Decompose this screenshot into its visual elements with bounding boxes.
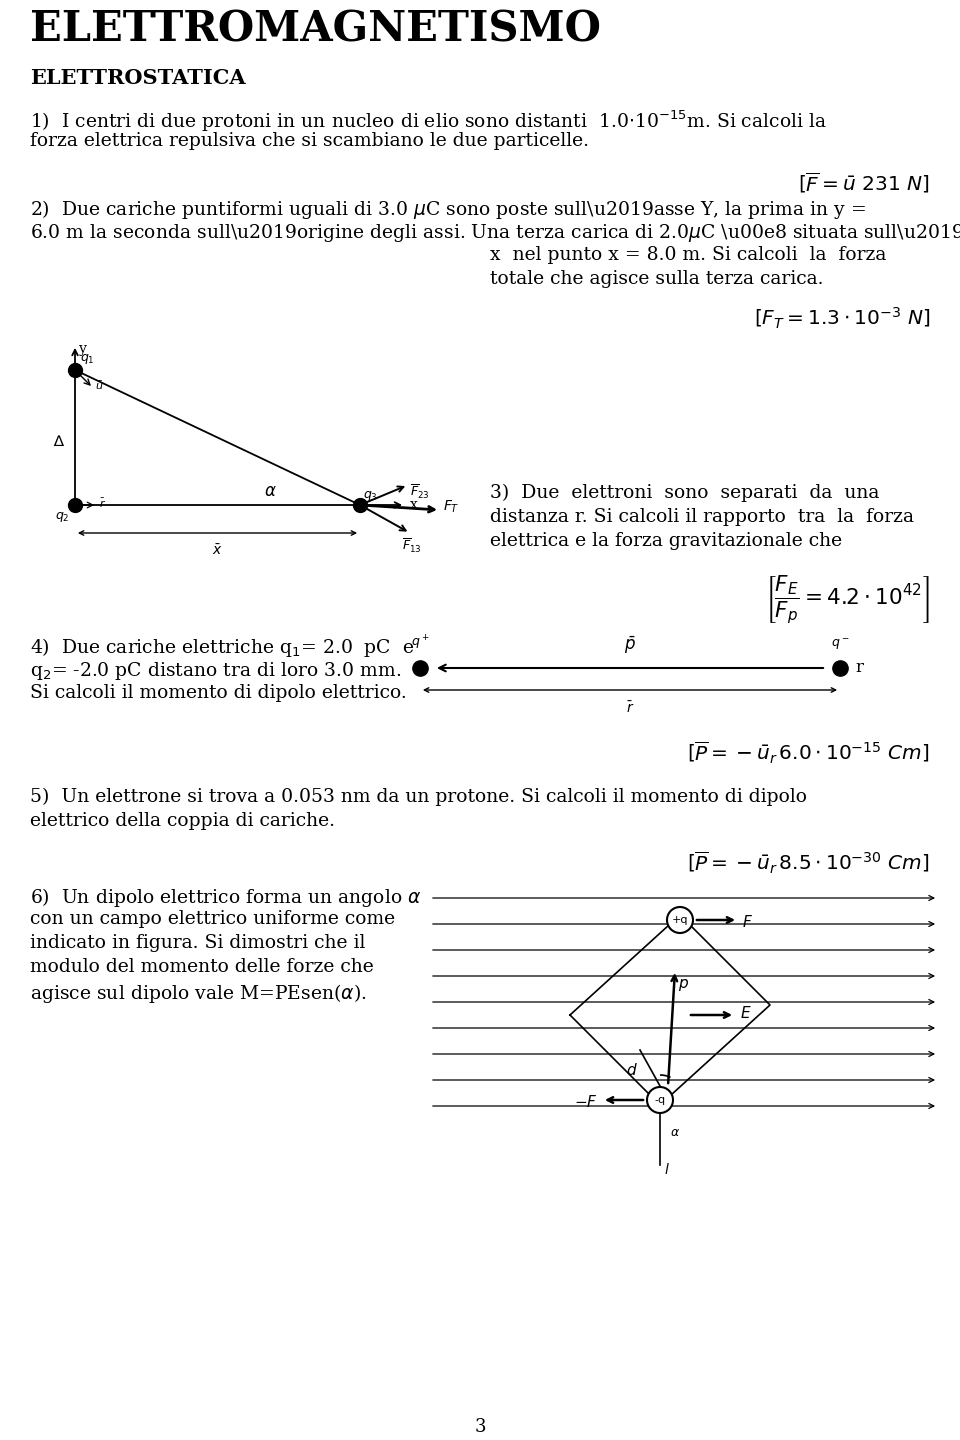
Text: $[\overline{P} = -\bar{u}_r\,6.0 \cdot 10^{-15}\ Cm]$: $[\overline{P} = -\bar{u}_r\,6.0 \cdot 1… — [687, 740, 930, 766]
Text: 2)  Due cariche puntiformi uguali di 3.0 $\mu$C sono poste sull\u2019asse Y, la : 2) Due cariche puntiformi uguali di 3.0 … — [30, 197, 866, 220]
Text: 1)  I centri di due protoni in un nucleo di elio sono distanti  1.0$\cdot$10$^{-: 1) I centri di due protoni in un nucleo … — [30, 108, 827, 134]
Text: con un campo elettrico uniforme come: con un campo elettrico uniforme come — [30, 910, 396, 927]
Text: ELETTROMAGNETISMO: ELETTROMAGNETISMO — [30, 9, 601, 50]
Text: elettrica e la forza gravitazionale che: elettrica e la forza gravitazionale che — [490, 531, 842, 550]
Text: $\alpha$: $\alpha$ — [264, 482, 276, 500]
Text: $q^+$: $q^+$ — [411, 634, 429, 652]
Text: r: r — [855, 660, 863, 677]
Text: +q: +q — [672, 914, 688, 924]
Text: 3)  Due  elettroni  sono  separati  da  una: 3) Due elettroni sono separati da una — [490, 484, 879, 503]
Text: $\alpha$: $\alpha$ — [670, 1126, 680, 1139]
Text: $[\overline{F} = \bar{u}\ 231\ N]$: $[\overline{F} = \bar{u}\ 231\ N]$ — [799, 170, 930, 194]
Text: $q_1$: $q_1$ — [80, 351, 95, 366]
Text: -q: -q — [655, 1094, 665, 1104]
Text: $E$: $E$ — [740, 1005, 752, 1021]
Text: ELETTROSTATICA: ELETTROSTATICA — [30, 68, 246, 88]
Text: $\left[\dfrac{F_E}{F_p} = 4.2 \cdot 10^{42}\right]$: $\left[\dfrac{F_E}{F_p} = 4.2 \cdot 10^{… — [765, 575, 930, 628]
Text: $q_3$: $q_3$ — [363, 490, 378, 503]
Text: 6)  Un dipolo elettrico forma un angolo $\alpha$: 6) Un dipolo elettrico forma un angolo $… — [30, 886, 421, 909]
Text: indicato in figura. Si dimostri che il: indicato in figura. Si dimostri che il — [30, 935, 366, 952]
Circle shape — [667, 907, 693, 933]
Text: 6.0 m la seconda sull\u2019origine degli assi. Una terza carica di 2.0$\mu$C \u0: 6.0 m la seconda sull\u2019origine degli… — [30, 222, 960, 243]
Text: elettrico della coppia di cariche.: elettrico della coppia di cariche. — [30, 812, 335, 829]
Text: $l$: $l$ — [664, 1162, 670, 1176]
Text: y: y — [79, 341, 86, 356]
Text: $q^-$: $q^-$ — [830, 636, 850, 652]
Text: 5)  Un elettrone si trova a 0.053 nm da un protone. Si calcoli il momento di dip: 5) Un elettrone si trova a 0.053 nm da u… — [30, 788, 807, 806]
Text: q$_2$= -2.0 pC distano tra di loro 3.0 mm.: q$_2$= -2.0 pC distano tra di loro 3.0 m… — [30, 660, 401, 683]
Text: x: x — [410, 498, 418, 513]
Text: $F_T$: $F_T$ — [443, 498, 460, 516]
Text: $\bar{x}$: $\bar{x}$ — [211, 543, 223, 557]
Text: distanza r. Si calcoli il rapporto  tra  la  forza: distanza r. Si calcoli il rapporto tra l… — [490, 508, 914, 526]
Text: totale che agisce sulla terza carica.: totale che agisce sulla terza carica. — [490, 271, 824, 288]
Circle shape — [647, 1087, 673, 1113]
Text: $[F_T = 1.3 \cdot 10^{-3}\ N]$: $[F_T = 1.3 \cdot 10^{-3}\ N]$ — [754, 307, 930, 331]
Text: 4)  Due cariche elettriche q$_1$= 2.0  pC  e: 4) Due cariche elettriche q$_1$= 2.0 pC … — [30, 636, 415, 660]
Text: $\bar{r}$: $\bar{r}$ — [99, 497, 107, 510]
Text: forza elettrica repulsiva che si scambiano le due particelle.: forza elettrica repulsiva che si scambia… — [30, 132, 589, 150]
Text: $\bar{p}$: $\bar{p}$ — [624, 635, 636, 657]
Text: agisce sul dipolo vale M=PEsen($\alpha$).: agisce sul dipolo vale M=PEsen($\alpha$)… — [30, 982, 367, 1005]
Text: $\bar{r}$: $\bar{r}$ — [626, 700, 635, 716]
Text: $q_2$: $q_2$ — [56, 510, 70, 524]
Text: $\nabla$: $\nabla$ — [53, 431, 65, 444]
Text: $d$: $d$ — [626, 1063, 638, 1079]
Text: x  nel punto x = 8.0 m. Si calcoli  la  forza: x nel punto x = 8.0 m. Si calcoli la for… — [490, 246, 886, 264]
Text: $p$: $p$ — [678, 976, 689, 994]
Text: 3: 3 — [474, 1418, 486, 1436]
Text: $\bar{u}$: $\bar{u}$ — [95, 380, 104, 392]
Text: $F$: $F$ — [742, 914, 753, 930]
Text: $-F$: $-F$ — [574, 1094, 598, 1110]
Text: $[\overline{P} = -\bar{u}_r\,8.5 \cdot 10^{-30}\ Cm]$: $[\overline{P} = -\bar{u}_r\,8.5 \cdot 1… — [687, 850, 930, 877]
Text: Si calcoli il momento di dipolo elettrico.: Si calcoli il momento di dipolo elettric… — [30, 684, 407, 701]
Text: modulo del momento delle forze che: modulo del momento delle forze che — [30, 958, 373, 976]
Text: $\overline{F}_{13}$: $\overline{F}_{13}$ — [402, 537, 421, 556]
Text: $\overline{F}_{23}$: $\overline{F}_{23}$ — [410, 482, 430, 501]
